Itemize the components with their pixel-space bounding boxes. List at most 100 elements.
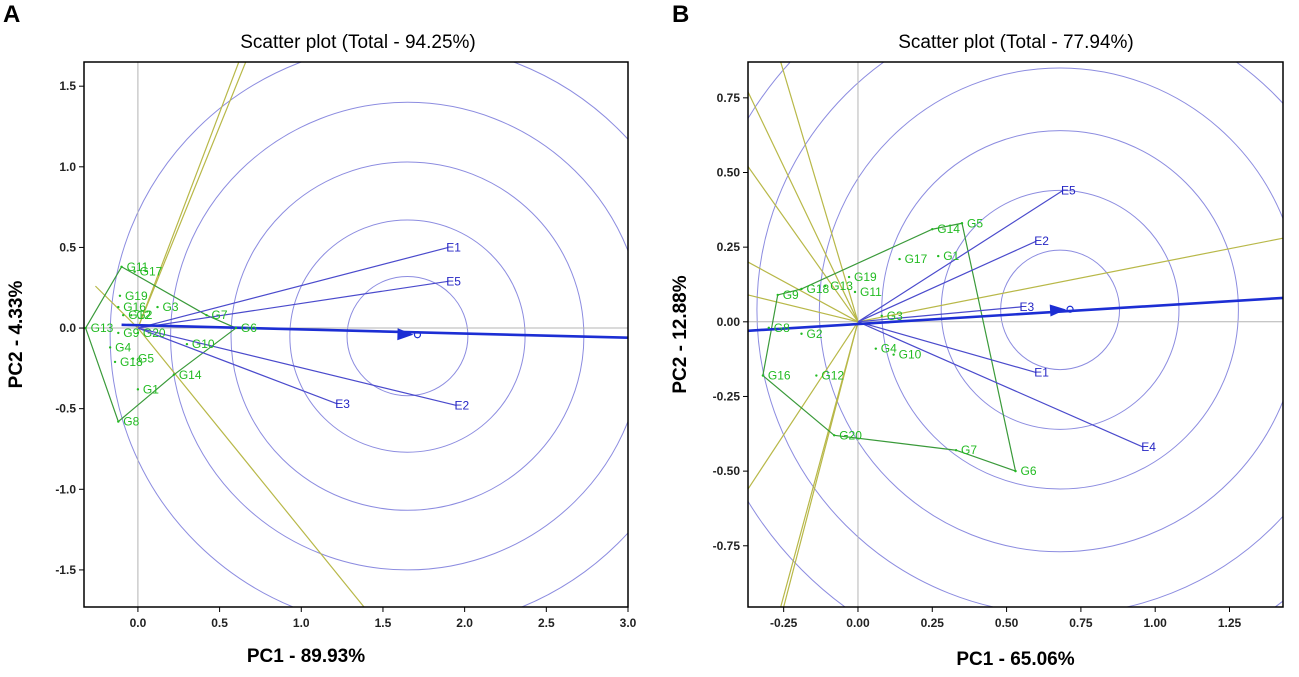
pb-environment-vector (857, 321, 1144, 448)
pb-genotype-label: G4 (881, 342, 897, 356)
pb-environment-label: E4 (1141, 440, 1156, 454)
pb-genotype-label: G11 (860, 285, 882, 299)
pa-genotype-point (117, 305, 120, 309)
pb-genotype-label: G13 (830, 279, 853, 293)
pa-environment-label: E5 (446, 274, 461, 288)
pb-environment-vector (857, 306, 1022, 323)
pb-genotype-label: G17 (905, 252, 928, 266)
pb-x-tick-label: -0.25 (770, 616, 798, 630)
pb-genotype-point (880, 314, 883, 318)
pa-genotype-label: G7 (212, 308, 228, 322)
pa-x-tick-label: 1.0 (293, 616, 310, 630)
pa-genotype-point (108, 346, 112, 349)
pa-genotype-label: G18 (120, 355, 143, 369)
pb-average-environment-axis (748, 296, 1283, 333)
pa-genotype-point (84, 326, 87, 330)
pb-genotype-label: G18 (807, 282, 830, 296)
pb-sector-ray (748, 294, 859, 323)
pb-genotype-point (776, 293, 779, 297)
pb-y-tick-label: -0.75 (713, 539, 741, 553)
pa-plot-area (84, 62, 628, 607)
pa-average-environment-axis (121, 323, 628, 340)
pb-x-tick-label: 1.00 (1144, 616, 1168, 630)
pb-genotype-point (892, 353, 895, 356)
pb-genotype-point (954, 449, 958, 452)
pa-x-tick-label: 2.0 (456, 616, 473, 630)
pa-genotype-label: G2 (136, 308, 152, 322)
pa-y-tick-label: 1.5 (59, 79, 76, 93)
pb-concentric-circle (940, 189, 1180, 430)
pb-genotype-label: G2 (807, 327, 823, 341)
pb-concentric-circle (881, 130, 1239, 490)
pa-genotype-point (136, 388, 140, 391)
pb-genotype-label: G5 (967, 216, 983, 230)
pa-genotype-label: G20 (143, 326, 166, 340)
pb-genotype-label: G14 (937, 222, 960, 236)
pa-genotype-point (130, 313, 133, 317)
pb-y-tick-label: 0.25 (717, 240, 741, 254)
pa-genotype-point (118, 294, 122, 298)
pb-genotype-label: G20 (839, 428, 862, 442)
pb-sector-ray (748, 321, 859, 490)
pb-concentric-circle (1000, 249, 1121, 371)
pb-genotype-label: G1 (943, 249, 959, 263)
pa-average-environment-marker (413, 331, 422, 339)
pb-average-environment-marker (1066, 305, 1074, 313)
pa-arrow-icon (397, 328, 414, 341)
pa-concentric-circle (109, 62, 628, 607)
pa-genotype-point (113, 360, 117, 364)
pa-y-axis-label: PC2 - 4.33% (6, 281, 27, 389)
pb-environment-vector (857, 321, 1037, 374)
pa-genotype-point (185, 342, 189, 346)
pa-environment-vector (137, 280, 449, 329)
biplot-panel-b: Scatter plot (Total - 77.94%) G14 G5 G17 G1 G… (670, 32, 1284, 670)
pa-sector-ray (137, 327, 365, 607)
pb-sector-ray (857, 237, 1283, 323)
pb-chart-title: Scatter plot (Total - 77.94%) (898, 32, 1134, 53)
pb-genotype-point (767, 326, 771, 329)
pa-genotype-point (122, 313, 125, 317)
pa-environment-vector (137, 327, 457, 407)
pb-genotype-label: G10 (899, 348, 922, 362)
pb-plot-frame (747, 61, 1284, 608)
pa-genotype-label: G6 (241, 321, 257, 335)
pa-x-tick-label: 0.5 (211, 616, 228, 630)
pb-genotype-label: G16 (768, 369, 791, 383)
pb-genotype-label: G12 (821, 369, 844, 383)
pa-sector-ray (137, 62, 247, 329)
pa-x-tick-label: 3.0 (620, 616, 637, 630)
pb-y-tick-label: 0.50 (717, 165, 741, 179)
pb-sector-ray (783, 321, 859, 607)
pb-concentric-circle (756, 62, 1283, 607)
pb-genotype-point (853, 290, 857, 294)
pa-genotype-label: G16 (123, 300, 146, 314)
pb-genotype-point (931, 228, 934, 231)
pb-environment-vector (857, 240, 1037, 323)
pa-x-tick-label: 1.5 (375, 616, 392, 630)
pa-genotype-label: G13 (91, 321, 114, 335)
pb-x-axis-label: PC1 - 65.06% (956, 649, 1074, 670)
pa-genotype-label: G8 (123, 415, 139, 429)
pb-genotype-label: G9 (783, 288, 799, 302)
pa-x-axis-label: PC1 - 89.93% (247, 646, 365, 667)
pb-genotype-point (832, 434, 836, 437)
pa-genotype-point (136, 331, 140, 335)
panel-a-letter: A (3, 1, 20, 28)
pb-genotype-point (800, 287, 803, 291)
pb-x-tick-label: 0.00 (846, 616, 870, 630)
pb-x-tick-label: 0.25 (921, 616, 945, 630)
pb-genotype-label: G7 (961, 443, 977, 457)
pb-genotype-label: G19 (854, 270, 877, 284)
pb-genotype-point (898, 257, 901, 261)
pa-genotype-point (117, 331, 120, 335)
pb-x-tick-label: 0.50 (995, 616, 1019, 630)
pb-genotype-point (874, 347, 878, 350)
pa-genotype-point (156, 305, 159, 309)
pa-genotype-label: G12 (128, 308, 151, 322)
pa-concentric-circle (346, 275, 469, 397)
panel-b-letter: B (672, 1, 689, 28)
pb-y-tick-label: -0.50 (713, 464, 741, 478)
pb-genotype-point (960, 222, 964, 225)
pb-genotype-point (937, 254, 940, 258)
